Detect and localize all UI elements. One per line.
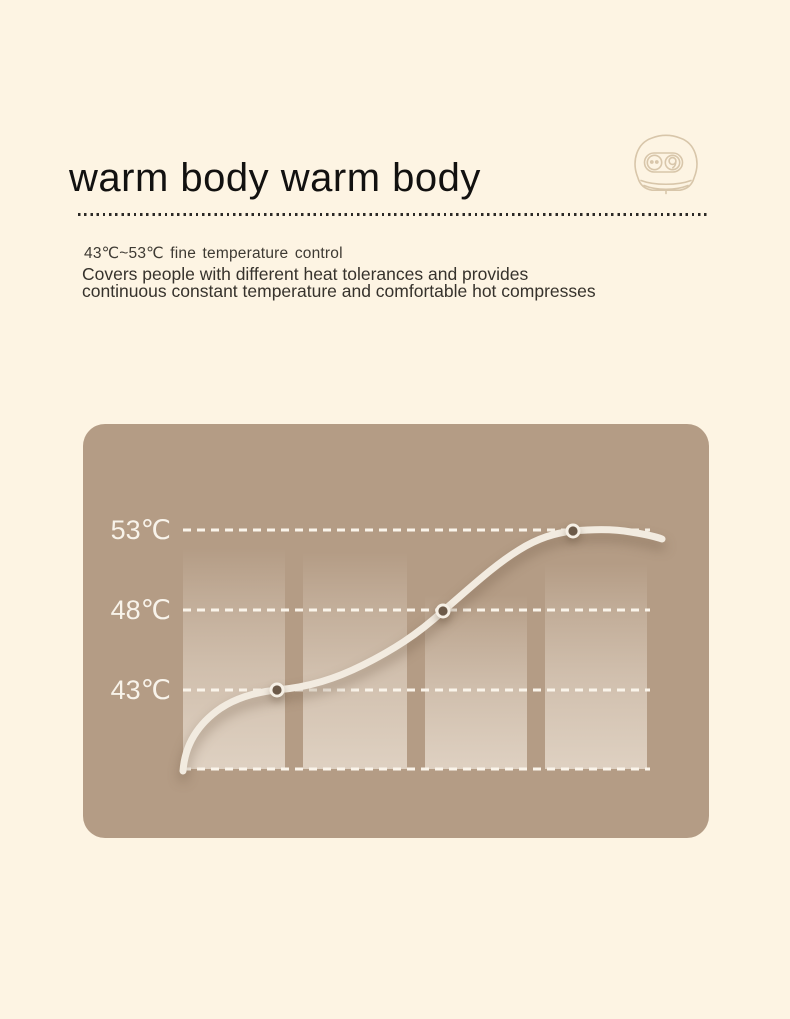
- data-point-43c: [269, 682, 285, 698]
- chart-background-bar: [303, 552, 407, 769]
- description-line: Covers people with different heat tolera…: [82, 264, 529, 284]
- dotted-divider: [78, 213, 707, 216]
- page-title: warm body warm body: [69, 155, 481, 200]
- eye-massager-device-icon: [634, 134, 698, 195]
- data-point-48c: [435, 603, 451, 619]
- temperature-chart-card: 53℃ 48℃ 43℃: [83, 424, 709, 838]
- product-description: Covers people with different heat tolera…: [82, 264, 596, 301]
- grid-label-53c: 53℃: [110, 515, 171, 545]
- grid-label-48c: 48℃: [110, 595, 171, 625]
- description-line: continuous constant temperature and comf…: [82, 281, 596, 301]
- chart-background-bar: [425, 595, 527, 769]
- data-point-53c: [565, 523, 581, 539]
- dashed-gridlines: [183, 528, 650, 771]
- grid-label-43c: 43℃: [110, 675, 171, 705]
- temp-range-subtitle: 43℃~53℃ fine temperature control: [84, 245, 343, 262]
- temperature-curve-chart: [179, 523, 666, 775]
- temperature-curve: [179, 526, 666, 775]
- chart-background-bar: [545, 563, 647, 769]
